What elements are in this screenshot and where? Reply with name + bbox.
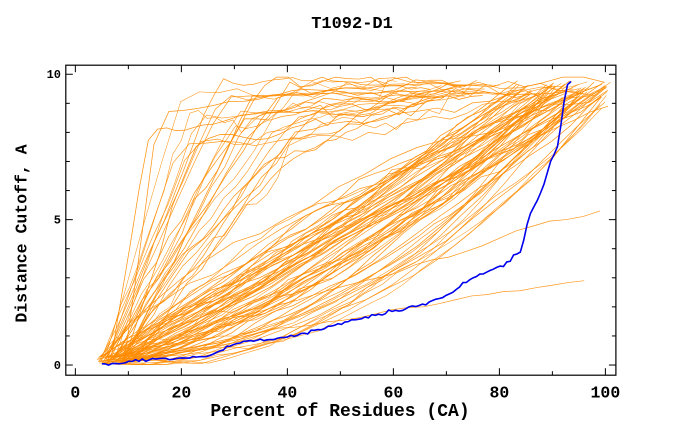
svg-text:60: 60	[383, 384, 403, 403]
svg-text:10: 10	[47, 68, 61, 82]
svg-text:40: 40	[277, 384, 297, 403]
svg-text:80: 80	[489, 384, 509, 403]
svg-text:0: 0	[70, 384, 80, 403]
svg-text:20: 20	[171, 384, 191, 403]
svg-text:100: 100	[591, 384, 621, 403]
svg-text:0: 0	[54, 359, 61, 373]
svg-text:5: 5	[54, 214, 61, 228]
